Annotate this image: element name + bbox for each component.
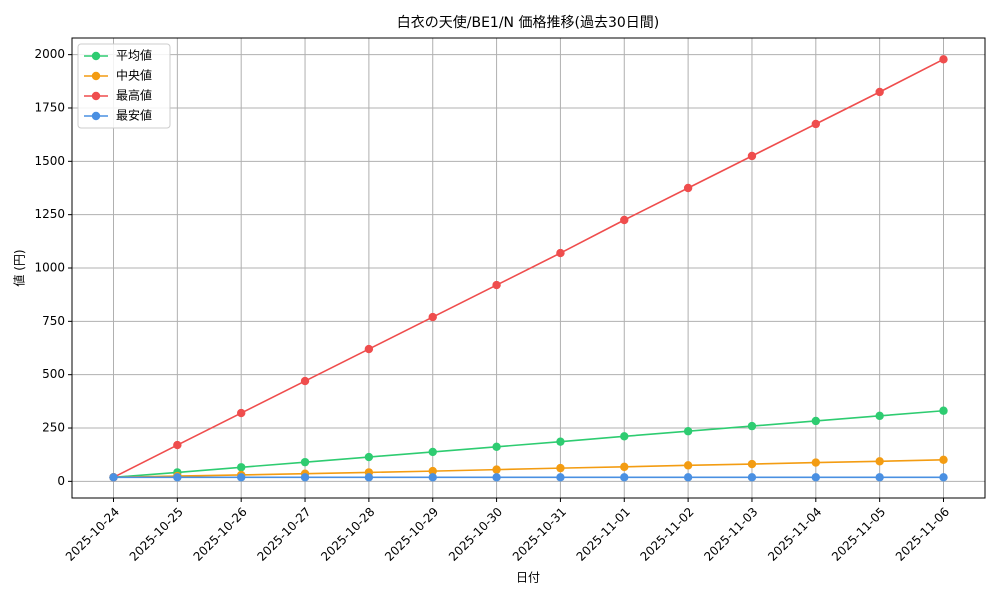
- point: [428, 447, 437, 457]
- point: [236, 473, 246, 482]
- point: [556, 463, 565, 473]
- x-tick-label: 2025-10-25: [127, 505, 186, 564]
- x-tick-label: 2025-11-05: [829, 505, 888, 564]
- point: [556, 437, 565, 446]
- point: [747, 459, 757, 469]
- point: [939, 406, 948, 415]
- legend-marker: [91, 71, 101, 81]
- point: [300, 376, 310, 386]
- chart-title: 白衣の天使/BE1/N 価格推移(過去30日間): [397, 14, 659, 31]
- point: [428, 473, 437, 482]
- point: [747, 151, 757, 161]
- point: [683, 473, 693, 482]
- point: [939, 473, 948, 482]
- point: [492, 465, 501, 474]
- x-tick-label: 2025-11-04: [765, 505, 824, 564]
- point: [364, 452, 374, 462]
- point: [875, 473, 884, 482]
- line-series: [113, 459, 944, 479]
- x-tick-label: 2025-10-26: [191, 505, 250, 564]
- legend-label: 平均値: [116, 48, 152, 63]
- legend-label: 中央値: [116, 68, 152, 83]
- legend-box: [77, 43, 171, 129]
- y-tick-label: 1500: [34, 154, 65, 168]
- point: [236, 463, 246, 472]
- point: [236, 408, 246, 418]
- point: [875, 87, 884, 97]
- x-tick-label: 2025-10-31: [510, 505, 569, 564]
- point: [939, 455, 948, 465]
- y-tick-label: 750: [42, 314, 65, 328]
- x-tick-label: 2025-11-03: [701, 505, 760, 564]
- y-tick-label: 250: [42, 421, 65, 435]
- point: [173, 440, 182, 450]
- point: [492, 442, 501, 451]
- point: [364, 344, 374, 354]
- point: [300, 473, 310, 482]
- legend-marker: [91, 51, 101, 61]
- y-tick-label: 1250: [34, 207, 65, 221]
- point: [300, 457, 310, 467]
- point: [556, 248, 565, 258]
- y-tick-label: 1750: [34, 100, 65, 114]
- point: [556, 473, 565, 482]
- y-tick-label: 0: [57, 474, 65, 488]
- point: [811, 119, 821, 129]
- x-tick-label: 2025-11-01: [574, 505, 633, 564]
- legend-label: 最安値: [116, 108, 152, 123]
- point: [492, 473, 501, 482]
- point: [683, 461, 693, 470]
- line-series: [113, 58, 944, 479]
- x-tick-label: 2025-11-02: [637, 505, 696, 564]
- y-tick-label: 1000: [34, 261, 65, 275]
- x-axis-label: 日付: [516, 571, 540, 585]
- x-tick-label: 2025-10-28: [318, 505, 377, 564]
- x-tick-label: 2025-11-06: [893, 505, 952, 564]
- x-tick-label: 2025-10-29: [382, 505, 441, 564]
- point: [620, 462, 629, 472]
- point: [620, 432, 629, 441]
- point: [492, 280, 501, 290]
- legend-label: 最高値: [116, 88, 152, 103]
- point: [173, 473, 182, 482]
- point: [811, 458, 821, 467]
- x-tick-label: 2025-10-30: [446, 505, 505, 564]
- point: [811, 473, 821, 482]
- x-tick-label: 2025-10-27: [254, 505, 313, 564]
- point: [683, 427, 693, 436]
- legend-marker: [91, 91, 101, 101]
- point: [875, 411, 884, 421]
- point: [620, 215, 629, 225]
- legend-marker: [91, 111, 101, 121]
- plot-frame: [71, 37, 986, 499]
- point: [364, 473, 374, 482]
- point: [811, 416, 821, 426]
- y-axis-label: 値 (円): [12, 249, 27, 286]
- y-tick-label: 2000: [34, 47, 65, 61]
- y-tick-label: 500: [42, 367, 65, 381]
- x-tick-label: 2025-10-24: [63, 505, 122, 564]
- point: [939, 55, 948, 64]
- point: [747, 421, 757, 431]
- point: [620, 473, 629, 482]
- point: [747, 473, 757, 482]
- point: [428, 312, 437, 322]
- point: [428, 466, 437, 476]
- point: [683, 183, 693, 193]
- point: [875, 457, 884, 466]
- line-series: [113, 409, 944, 479]
- point: [109, 473, 118, 482]
